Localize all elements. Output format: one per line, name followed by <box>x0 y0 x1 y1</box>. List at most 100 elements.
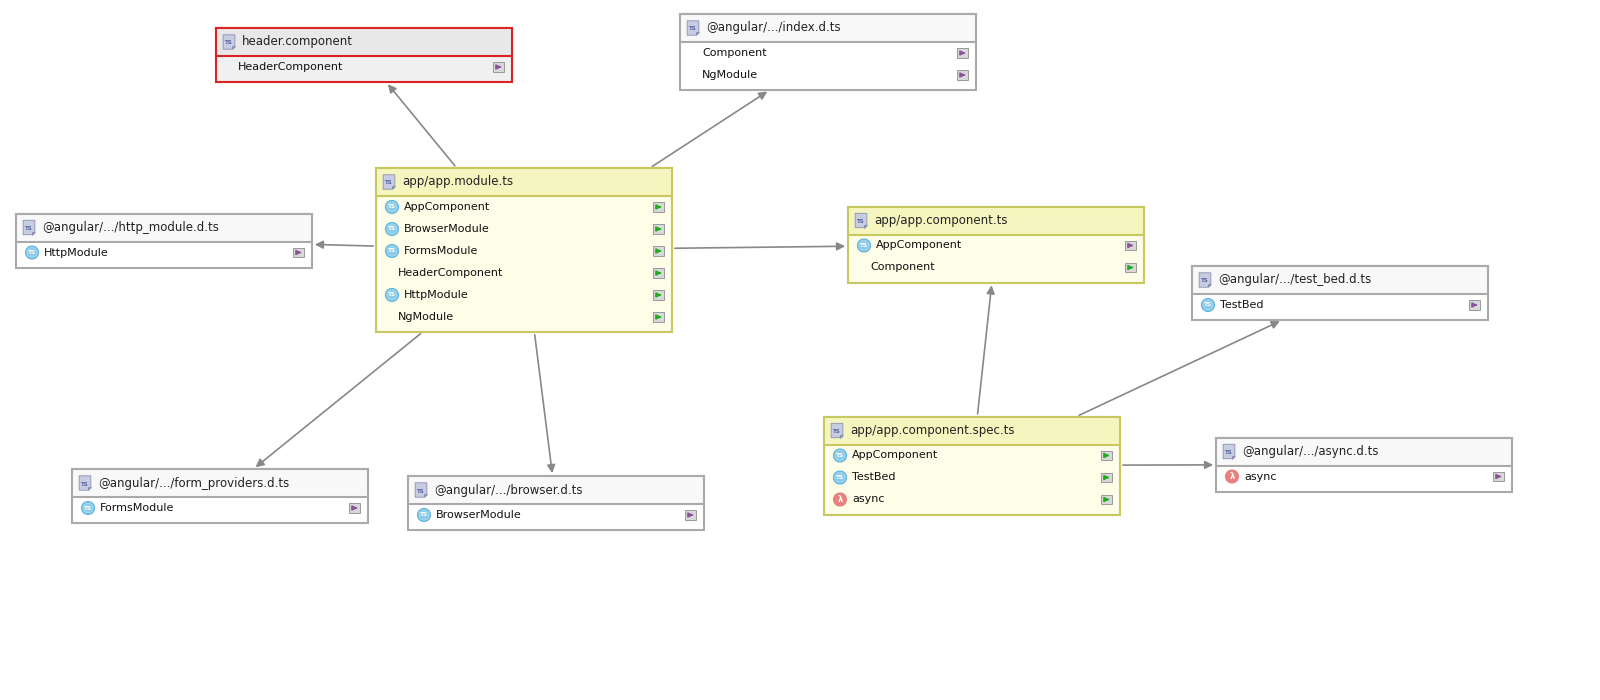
Text: async: async <box>1245 472 1277 482</box>
FancyBboxPatch shape <box>376 168 672 332</box>
Polygon shape <box>414 483 427 497</box>
FancyBboxPatch shape <box>1125 241 1136 251</box>
FancyBboxPatch shape <box>1101 494 1112 505</box>
Text: λ: λ <box>1229 472 1235 481</box>
Text: AppComponent: AppComponent <box>877 241 962 251</box>
Circle shape <box>387 290 397 300</box>
Text: TestBed: TestBed <box>851 473 896 482</box>
Text: TS: TS <box>226 41 234 46</box>
Polygon shape <box>232 46 235 49</box>
FancyBboxPatch shape <box>653 202 664 212</box>
Text: TS: TS <box>858 219 866 224</box>
FancyBboxPatch shape <box>680 14 976 42</box>
Text: TS: TS <box>859 243 869 248</box>
FancyBboxPatch shape <box>1216 438 1512 466</box>
Circle shape <box>387 224 397 234</box>
Text: BrowserModule: BrowserModule <box>435 510 522 520</box>
FancyBboxPatch shape <box>16 214 312 242</box>
Text: Component: Component <box>702 48 766 58</box>
Text: TS: TS <box>387 204 397 209</box>
Text: TS: TS <box>419 512 429 517</box>
Text: TS: TS <box>835 475 845 480</box>
Text: TS: TS <box>83 505 93 510</box>
Text: AppComponent: AppComponent <box>851 451 938 461</box>
Text: TS: TS <box>690 27 698 31</box>
Text: FormsModule: FormsModule <box>403 246 478 256</box>
Text: λ: λ <box>837 495 843 504</box>
Text: @angular/.../test_bed.d.ts: @angular/.../test_bed.d.ts <box>1218 274 1371 286</box>
Text: TS: TS <box>835 453 845 458</box>
Text: TS: TS <box>834 429 842 434</box>
Polygon shape <box>1232 456 1235 458</box>
Circle shape <box>386 244 398 258</box>
FancyBboxPatch shape <box>72 469 368 497</box>
FancyBboxPatch shape <box>408 476 704 504</box>
Circle shape <box>859 240 869 251</box>
Text: NgModule: NgModule <box>702 70 758 80</box>
Text: @angular/.../http_module.d.ts: @angular/.../http_module.d.ts <box>42 221 219 234</box>
FancyBboxPatch shape <box>1192 266 1488 294</box>
Text: TS: TS <box>26 226 34 231</box>
Text: @angular/.../index.d.ts: @angular/.../index.d.ts <box>706 22 840 34</box>
FancyBboxPatch shape <box>1216 438 1512 491</box>
FancyBboxPatch shape <box>349 503 360 513</box>
FancyBboxPatch shape <box>653 246 664 256</box>
Text: TS: TS <box>418 489 426 493</box>
FancyBboxPatch shape <box>1469 300 1480 310</box>
FancyBboxPatch shape <box>848 206 1144 283</box>
Circle shape <box>835 473 845 483</box>
Circle shape <box>26 246 38 259</box>
Circle shape <box>386 201 398 214</box>
Polygon shape <box>424 494 427 497</box>
FancyBboxPatch shape <box>408 476 704 530</box>
Polygon shape <box>382 175 395 189</box>
FancyBboxPatch shape <box>848 206 1144 235</box>
Polygon shape <box>1222 444 1235 458</box>
Text: @angular/.../async.d.ts: @angular/.../async.d.ts <box>1242 445 1379 458</box>
Polygon shape <box>1208 284 1211 287</box>
Text: async: async <box>851 494 885 505</box>
Polygon shape <box>830 424 843 438</box>
Text: header.component: header.component <box>242 36 354 48</box>
Text: TS: TS <box>387 227 397 232</box>
Text: @angular/.../browser.d.ts: @angular/.../browser.d.ts <box>434 484 582 496</box>
Polygon shape <box>854 214 867 228</box>
Text: FormsModule: FormsModule <box>99 503 174 513</box>
FancyBboxPatch shape <box>1192 266 1488 320</box>
Text: HttpModule: HttpModule <box>403 290 469 300</box>
Circle shape <box>387 202 397 212</box>
FancyBboxPatch shape <box>216 28 512 82</box>
Text: TestBed: TestBed <box>1221 300 1264 310</box>
FancyBboxPatch shape <box>653 290 664 300</box>
Polygon shape <box>222 35 235 49</box>
Circle shape <box>386 288 398 302</box>
Text: TS: TS <box>387 293 397 297</box>
Text: @angular/.../form_providers.d.ts: @angular/.../form_providers.d.ts <box>98 477 290 489</box>
Polygon shape <box>840 435 843 438</box>
Text: app/app.component.ts: app/app.component.ts <box>874 214 1008 227</box>
Polygon shape <box>1198 273 1211 287</box>
Text: NgModule: NgModule <box>398 312 454 322</box>
Circle shape <box>834 493 846 506</box>
Circle shape <box>1226 470 1238 483</box>
FancyBboxPatch shape <box>216 28 512 56</box>
Circle shape <box>419 510 429 520</box>
FancyBboxPatch shape <box>376 168 672 196</box>
Text: TS: TS <box>82 482 90 486</box>
Circle shape <box>1203 300 1213 310</box>
FancyBboxPatch shape <box>680 14 976 90</box>
Polygon shape <box>864 225 867 228</box>
Circle shape <box>834 449 846 462</box>
FancyBboxPatch shape <box>1101 473 1112 482</box>
Polygon shape <box>88 487 91 490</box>
Polygon shape <box>392 186 395 189</box>
FancyBboxPatch shape <box>493 62 504 72</box>
FancyBboxPatch shape <box>72 469 368 523</box>
Circle shape <box>1202 299 1214 312</box>
Polygon shape <box>22 220 35 234</box>
FancyBboxPatch shape <box>653 224 664 234</box>
Circle shape <box>418 509 430 522</box>
FancyBboxPatch shape <box>16 214 312 267</box>
Polygon shape <box>78 476 91 490</box>
FancyBboxPatch shape <box>685 510 696 520</box>
